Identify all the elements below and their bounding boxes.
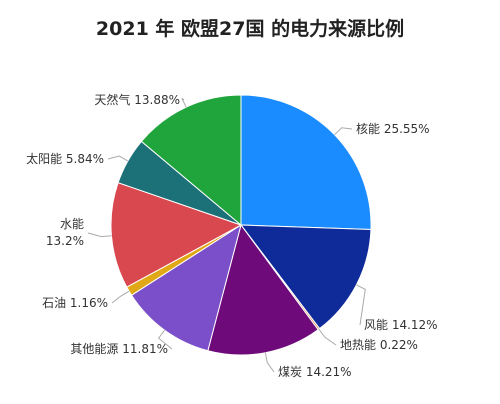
leader-line-4 [157, 329, 173, 350]
leader-line-8 [181, 97, 187, 108]
pie-slice-8 [140, 94, 242, 227]
leader-line-7 [107, 155, 129, 162]
pie-slice-6 [110, 182, 243, 288]
slice-label-4: 其他能源 11.81% [70, 342, 168, 356]
slice-label-7: 太阳能 5.84% [26, 151, 104, 166]
slice-label-5: 石油 1.16% [42, 296, 108, 310]
slice-label-3: 煤炭 14.21% [278, 365, 352, 379]
slice-label-6: 水能 13.2% [46, 217, 84, 248]
pie-labels: 核能 25.55% 风能 14.12% 地热能 0.22% 煤炭 14.21% 其他能源… [26, 92, 438, 379]
slice-label-0: 核能 25.55% [356, 122, 430, 136]
leader-line-6 [87, 232, 112, 238]
pie-slice-1 [239, 224, 372, 330]
chart-title: 2021 年 欧盟27国 的电力来源比例 [95, 18, 405, 40]
pie-slices [110, 94, 372, 356]
pie-slice-3 [207, 223, 319, 356]
leader-line-1 [356, 284, 366, 326]
leader-line-2 [318, 328, 337, 346]
leader-line-3 [264, 352, 275, 373]
pie-slice-4 [130, 223, 242, 352]
slice-label-8: 天然气 13.88% [94, 92, 180, 107]
leader-line-0 [334, 127, 353, 136]
pie-slice-0 [240, 94, 372, 231]
slice-label-1: 风能 14.12% [364, 318, 438, 332]
leader-line-5 [111, 290, 130, 304]
slice-label-2: 地热能 0.22% [340, 338, 418, 352]
